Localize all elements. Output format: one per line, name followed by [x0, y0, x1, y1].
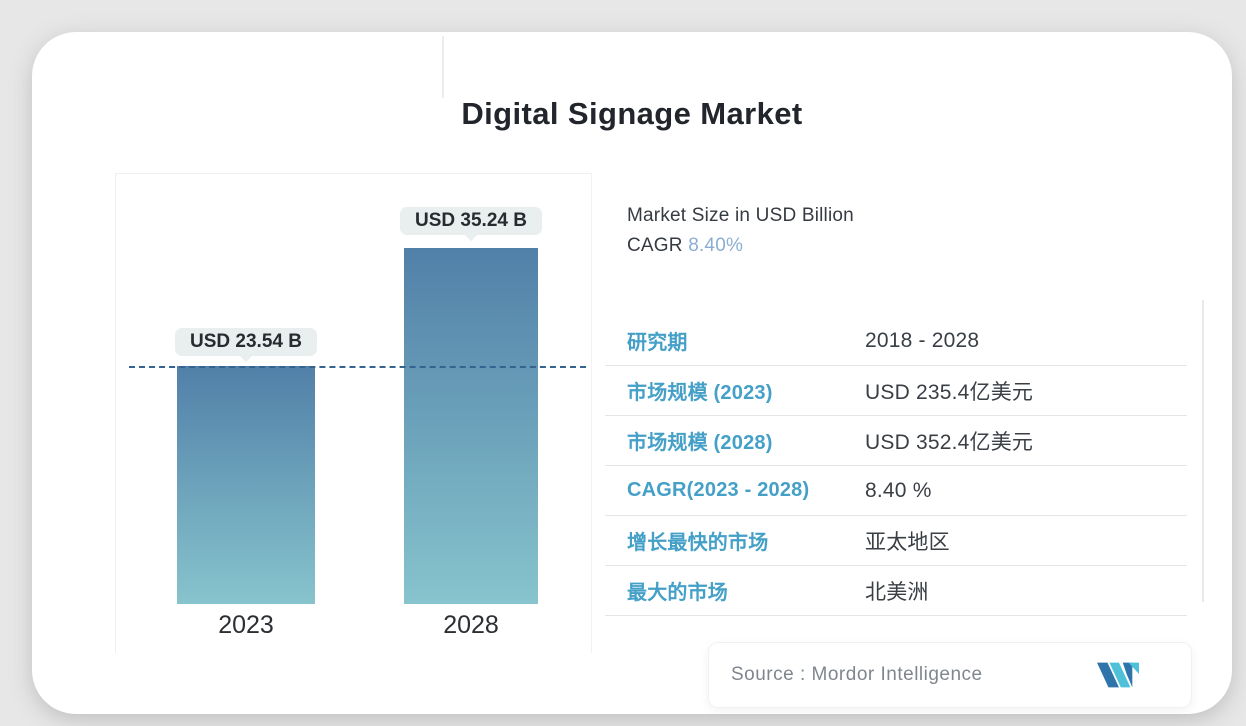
row-value: 2018 - 2028	[865, 328, 980, 352]
row-value: USD 352.4亿美元	[865, 430, 1034, 454]
row-label: 研究期	[627, 332, 688, 354]
reference-dashed-line	[129, 366, 586, 368]
row-label: CAGR(2023 - 2028)	[627, 479, 810, 501]
table-row: 最大的市场 北美洲	[605, 566, 1187, 616]
table-row: 市场规模 (2023) USD 235.4亿美元	[605, 366, 1187, 416]
row-label: 增长最快的市场	[627, 532, 769, 554]
value-label-2023: USD 23.54 B	[175, 328, 317, 356]
cagr-value: 8.40%	[688, 235, 744, 256]
table-row: 增长最快的市场 亚太地区	[605, 516, 1187, 566]
row-value: 北美洲	[865, 580, 929, 604]
mordor-intelligence-logo-icon	[1097, 662, 1139, 688]
source-attribution-box: Source : Mordor Intelligence	[708, 642, 1192, 708]
row-value: 亚太地区	[865, 530, 950, 554]
row-value: 8.40 %	[865, 478, 932, 502]
x-axis-label-2023: 2023	[218, 611, 274, 639]
bar-2023	[177, 366, 315, 604]
table-right-rule	[1202, 300, 1204, 602]
value-label-2028: USD 35.24 B	[400, 207, 542, 235]
row-value: USD 235.4亿美元	[865, 380, 1034, 404]
title-divider	[442, 36, 444, 98]
x-axis-label-2028: 2028	[443, 611, 499, 639]
market-size-bar-chart: USD 23.54 B USD 35.24 B 2023 2028	[115, 173, 592, 653]
row-label: 市场规模 (2028)	[627, 432, 773, 454]
source-text: Source : Mordor Intelligence	[731, 664, 983, 685]
table-row: CAGR(2023 - 2028) 8.40 %	[605, 466, 1187, 516]
chart-subtitle: Market Size in USD Billion CAGR 8.40%	[627, 201, 854, 261]
row-label: 市场规模 (2023)	[627, 382, 773, 404]
market-summary-table: 研究期 2018 - 2028 市场规模 (2023) USD 235.4亿美元…	[605, 316, 1187, 616]
table-row: 市场规模 (2028) USD 352.4亿美元	[605, 416, 1187, 466]
cagr-label: CAGR	[627, 235, 683, 256]
page-title: Digital Signage Market	[461, 96, 803, 131]
row-label: 最大的市场	[627, 582, 728, 604]
infographic-card: Digital Signage Market USD 23.54 B USD 3…	[32, 32, 1232, 714]
cagr-line: CAGR 8.40%	[627, 231, 854, 261]
table-row: 研究期 2018 - 2028	[605, 316, 1187, 366]
market-size-unit-label: Market Size in USD Billion	[627, 205, 854, 226]
bar-2028	[404, 248, 538, 604]
